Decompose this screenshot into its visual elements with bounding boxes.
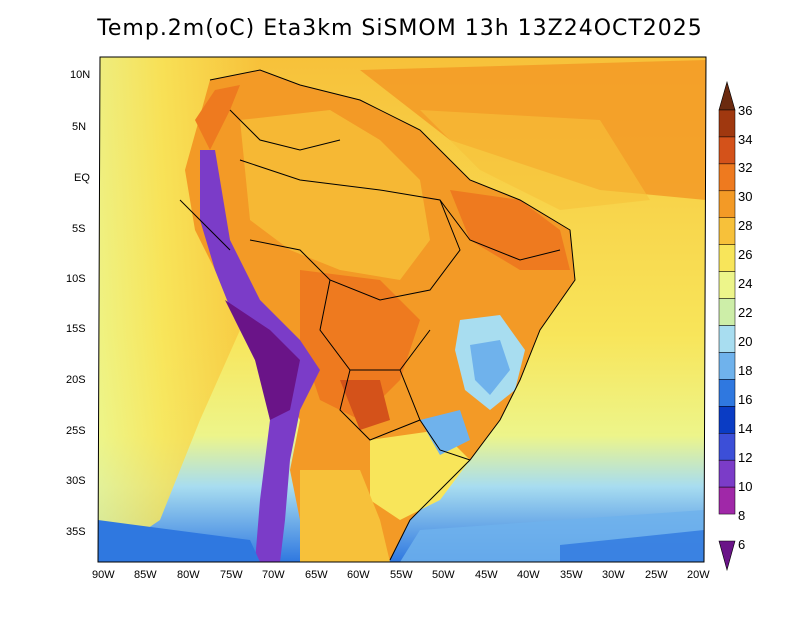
lon-tick: 45W — [475, 569, 498, 581]
colorbar-label: 28 — [738, 218, 752, 233]
colorbar-swatch — [718, 163, 736, 192]
lat-tick: 5N — [72, 121, 86, 133]
longitude-axis: 90W 85W 80W 75W 70W 65W 60W 55W 50W 45W … — [92, 569, 710, 581]
colorbar-swatch — [718, 190, 736, 218]
lon-tick: 35W — [560, 569, 583, 581]
map-frame — [97, 56, 707, 563]
lat-tick: 10N — [70, 69, 90, 81]
colorbar-swatch — [718, 298, 736, 326]
lon-tick: 30W — [602, 569, 625, 581]
lon-tick: 40W — [517, 569, 540, 581]
lon-tick: 20W — [687, 569, 710, 581]
colorbar-swatch — [718, 379, 736, 407]
colorbar-swatch — [718, 136, 736, 165]
lat-tick: 10S — [66, 273, 86, 285]
colorbar-swatch — [718, 433, 736, 461]
colorbar-label: 30 — [738, 189, 752, 204]
colorbar-label: 36 — [738, 103, 752, 118]
colorbar-label: 26 — [738, 247, 752, 262]
lat-tick: 30S — [66, 475, 86, 487]
colorbar-swatch — [718, 325, 736, 353]
lat-tick: 25S — [66, 425, 86, 437]
lon-tick: 55W — [390, 569, 413, 581]
colorbar-swatch — [718, 271, 736, 299]
colorbar-label: 18 — [738, 363, 752, 378]
colorbar-bottom-arrow — [718, 540, 736, 572]
colorbar-label: 16 — [738, 392, 752, 407]
colorbar-label: 14 — [738, 421, 752, 436]
lat-tick: EQ — [74, 172, 90, 184]
map-title: Temp.2m(oC) Eta3km SiSMOM 13h 13Z24OCT20… — [97, 16, 703, 41]
colorbar-swatch — [718, 109, 736, 138]
colorbar-swatch — [718, 486, 736, 515]
lon-tick: 60W — [347, 569, 370, 581]
colorbar-label: 8 — [738, 508, 745, 523]
colorbar-swatch — [718, 244, 736, 272]
lon-tick: 70W — [262, 569, 285, 581]
colorbar-swatch — [718, 352, 736, 380]
lon-tick: 25W — [645, 569, 668, 581]
colorbar-swatch — [718, 217, 736, 245]
colorbar-label: 32 — [738, 160, 752, 175]
lat-tick: 15S — [66, 323, 86, 335]
lon-tick: 80W — [177, 569, 200, 581]
colorbar-label: 34 — [738, 132, 752, 147]
colorbar-label: 12 — [738, 450, 752, 465]
lon-tick: 65W — [305, 569, 328, 581]
colorbar-swatch — [718, 406, 736, 434]
colorbar-label: 22 — [738, 305, 752, 320]
colorbar-label: 10 — [738, 479, 752, 494]
lat-tick: 20S — [66, 374, 86, 386]
colorbar-label: 24 — [738, 276, 752, 291]
lon-tick: 85W — [134, 569, 157, 581]
boundaries — [179, 69, 576, 561]
lon-tick: 50W — [432, 569, 455, 581]
latitude-axis: 10N 5N EQ 5S 10S 15S 20S 25S 30S 35S — [66, 69, 90, 538]
colorbar-label: 6 — [738, 537, 745, 552]
colorbar-top-arrow — [718, 80, 736, 111]
lat-tick: 5S — [72, 223, 85, 235]
colorbar-swatch — [718, 459, 736, 488]
colorbar-label: 20 — [738, 334, 752, 349]
colorbar: 36 34 32 30 28 26 24 22 20 18 16 14 12 1… — [718, 80, 752, 572]
map-field — [98, 57, 706, 562]
lon-tick: 90W — [92, 569, 115, 581]
lon-tick: 75W — [220, 569, 243, 581]
lat-tick: 35S — [66, 526, 86, 538]
